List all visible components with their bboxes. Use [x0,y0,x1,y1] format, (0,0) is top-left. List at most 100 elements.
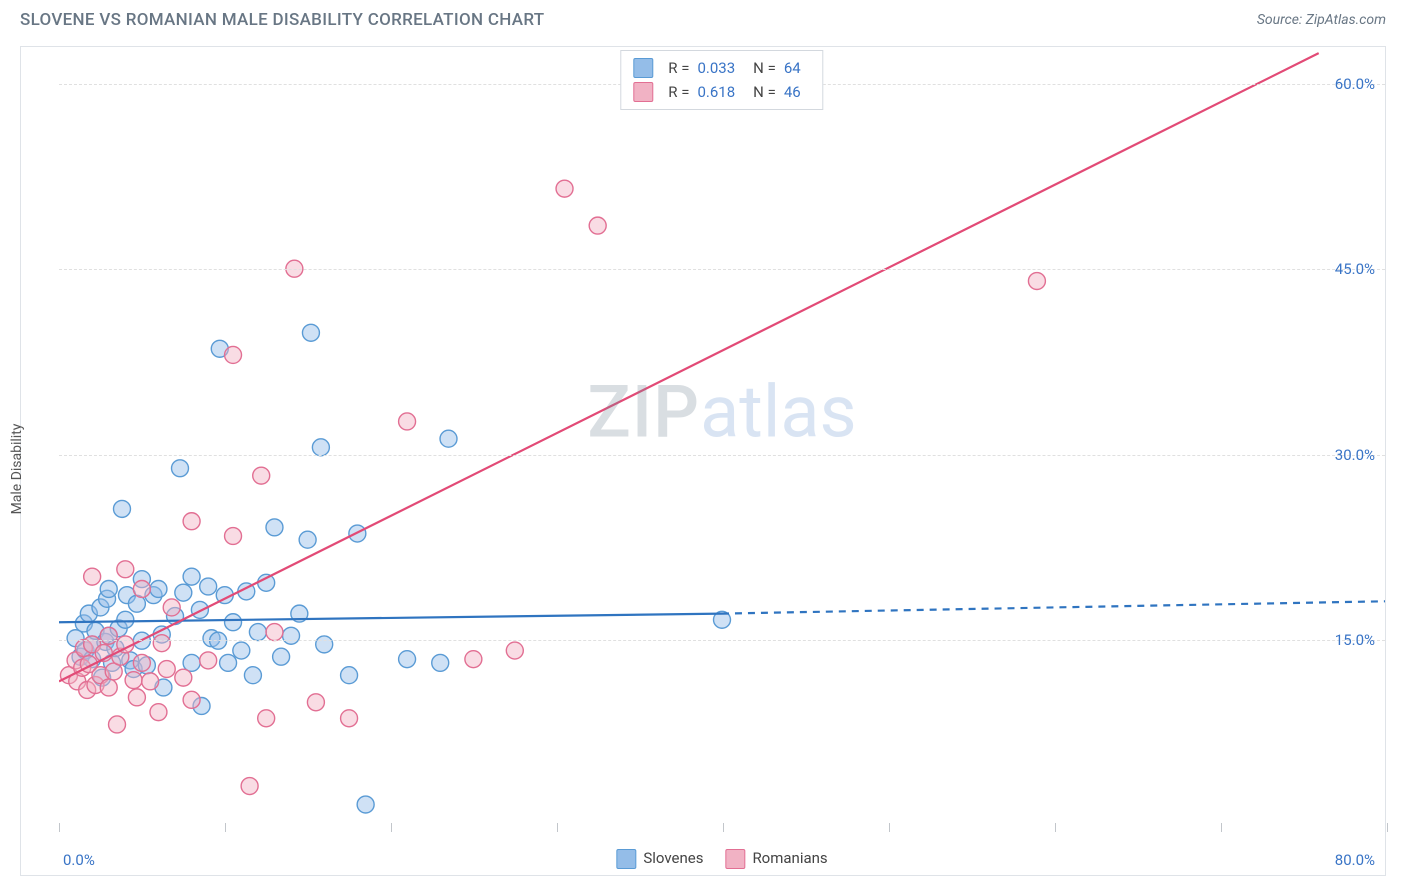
data-point [133,654,150,671]
legend-label-romanians: Romanians [752,849,827,867]
data-point [133,580,150,597]
legend-item-slovenes: Slovenes [616,849,703,869]
data-point [183,691,200,708]
legend-swatch-romanians [725,849,745,869]
stat-row-romanians: R = 0.618 N = 46 [633,80,810,104]
data-point [307,694,324,711]
data-point [150,704,167,721]
plot-area: ZIPatlas 15.0%30.0%45.0%60.0% R = 0.033 … [59,47,1385,823]
data-point [399,413,416,430]
stat-n-value-romanians: 46 [784,80,801,104]
x-tick [391,823,392,832]
data-point [341,710,358,727]
stat-r-value-slovenes: 0.033 [697,56,735,80]
data-point [117,611,134,628]
stat-r-value-romanians: 0.618 [697,80,735,104]
data-point [109,716,126,733]
data-point [225,528,242,545]
regression-line [59,614,722,623]
regression-line-extrapolated [722,601,1385,613]
data-point [233,642,250,659]
y-axis-label: Male Disability [9,424,25,515]
x-axis-max-label: 80.0% [1335,851,1375,869]
legend-swatch-slovenes [616,849,636,869]
data-point [200,652,217,669]
data-point [357,796,374,813]
data-point [299,531,316,548]
data-point [312,439,329,456]
data-point [163,599,180,616]
data-point [100,580,117,597]
data-point [249,624,266,641]
stat-r-label: R = [668,56,689,80]
stat-n-label: N = [753,80,776,104]
data-point [117,561,134,578]
data-point [183,513,200,530]
x-axis-min-label: 0.0% [63,851,95,869]
x-tick [1387,823,1388,832]
y-tick-label: 60.0% [1335,75,1375,93]
data-point [153,635,170,652]
y-tick-label: 30.0% [1335,446,1375,464]
data-point [556,180,573,197]
legend-item-romanians: Romanians [725,849,827,869]
data-point [172,460,189,477]
data-point [241,778,258,795]
regression-line [59,53,1319,681]
data-point [258,710,275,727]
data-point [113,500,130,517]
source-attribution: Source: ZipAtlas.com [1257,12,1386,28]
x-tick [557,823,558,832]
stat-swatch-romanians [633,82,653,102]
data-point [1028,273,1045,290]
x-tick [889,823,890,832]
data-point [589,217,606,234]
data-point [220,654,237,671]
data-point [316,636,333,653]
data-point [183,568,200,585]
data-point [225,346,242,363]
legend-label-slovenes: Slovenes [643,849,703,867]
data-point [225,614,242,631]
gridline [59,455,1385,456]
x-tick [225,823,226,832]
data-point [506,642,523,659]
data-point [273,648,290,665]
data-point [266,624,283,641]
x-tick [1055,823,1056,832]
series-legend: Slovenes Romanians [616,849,827,869]
data-point [175,669,192,686]
data-point [175,584,192,601]
y-tick-label: 45.0% [1335,260,1375,278]
data-point [266,519,283,536]
data-point [100,679,117,696]
chart-container: Male Disability ZIPatlas 15.0%30.0%45.0%… [20,46,1386,876]
data-point [341,667,358,684]
stat-n-value-slovenes: 64 [784,56,801,80]
data-point [432,654,449,671]
x-tick [1221,823,1222,832]
data-point [302,324,319,341]
data-point [253,467,270,484]
gridline [59,640,1385,641]
data-point [150,580,167,597]
data-point [440,430,457,447]
data-point [125,672,142,689]
stat-row-slovenes: R = 0.033 N = 64 [633,56,810,80]
x-tick [723,823,724,832]
chart-title: SLOVENE VS ROMANIAN MALE DISABILITY CORR… [20,10,544,30]
data-point [244,667,261,684]
scatter-plot-svg [59,47,1385,823]
gridline [59,269,1385,270]
data-point [128,689,145,706]
data-point [283,627,300,644]
x-tick [59,823,60,832]
data-point [200,578,217,595]
stat-r-label: R = [668,80,689,104]
data-point [84,568,101,585]
x-axis: 0.0% Slovenes Romanians 80.0% [59,823,1385,875]
data-point [142,673,159,690]
stat-n-label: N = [753,56,776,80]
data-point [399,651,416,668]
stat-legend-box: R = 0.033 N = 64 R = 0.618 N = 46 [620,50,823,110]
